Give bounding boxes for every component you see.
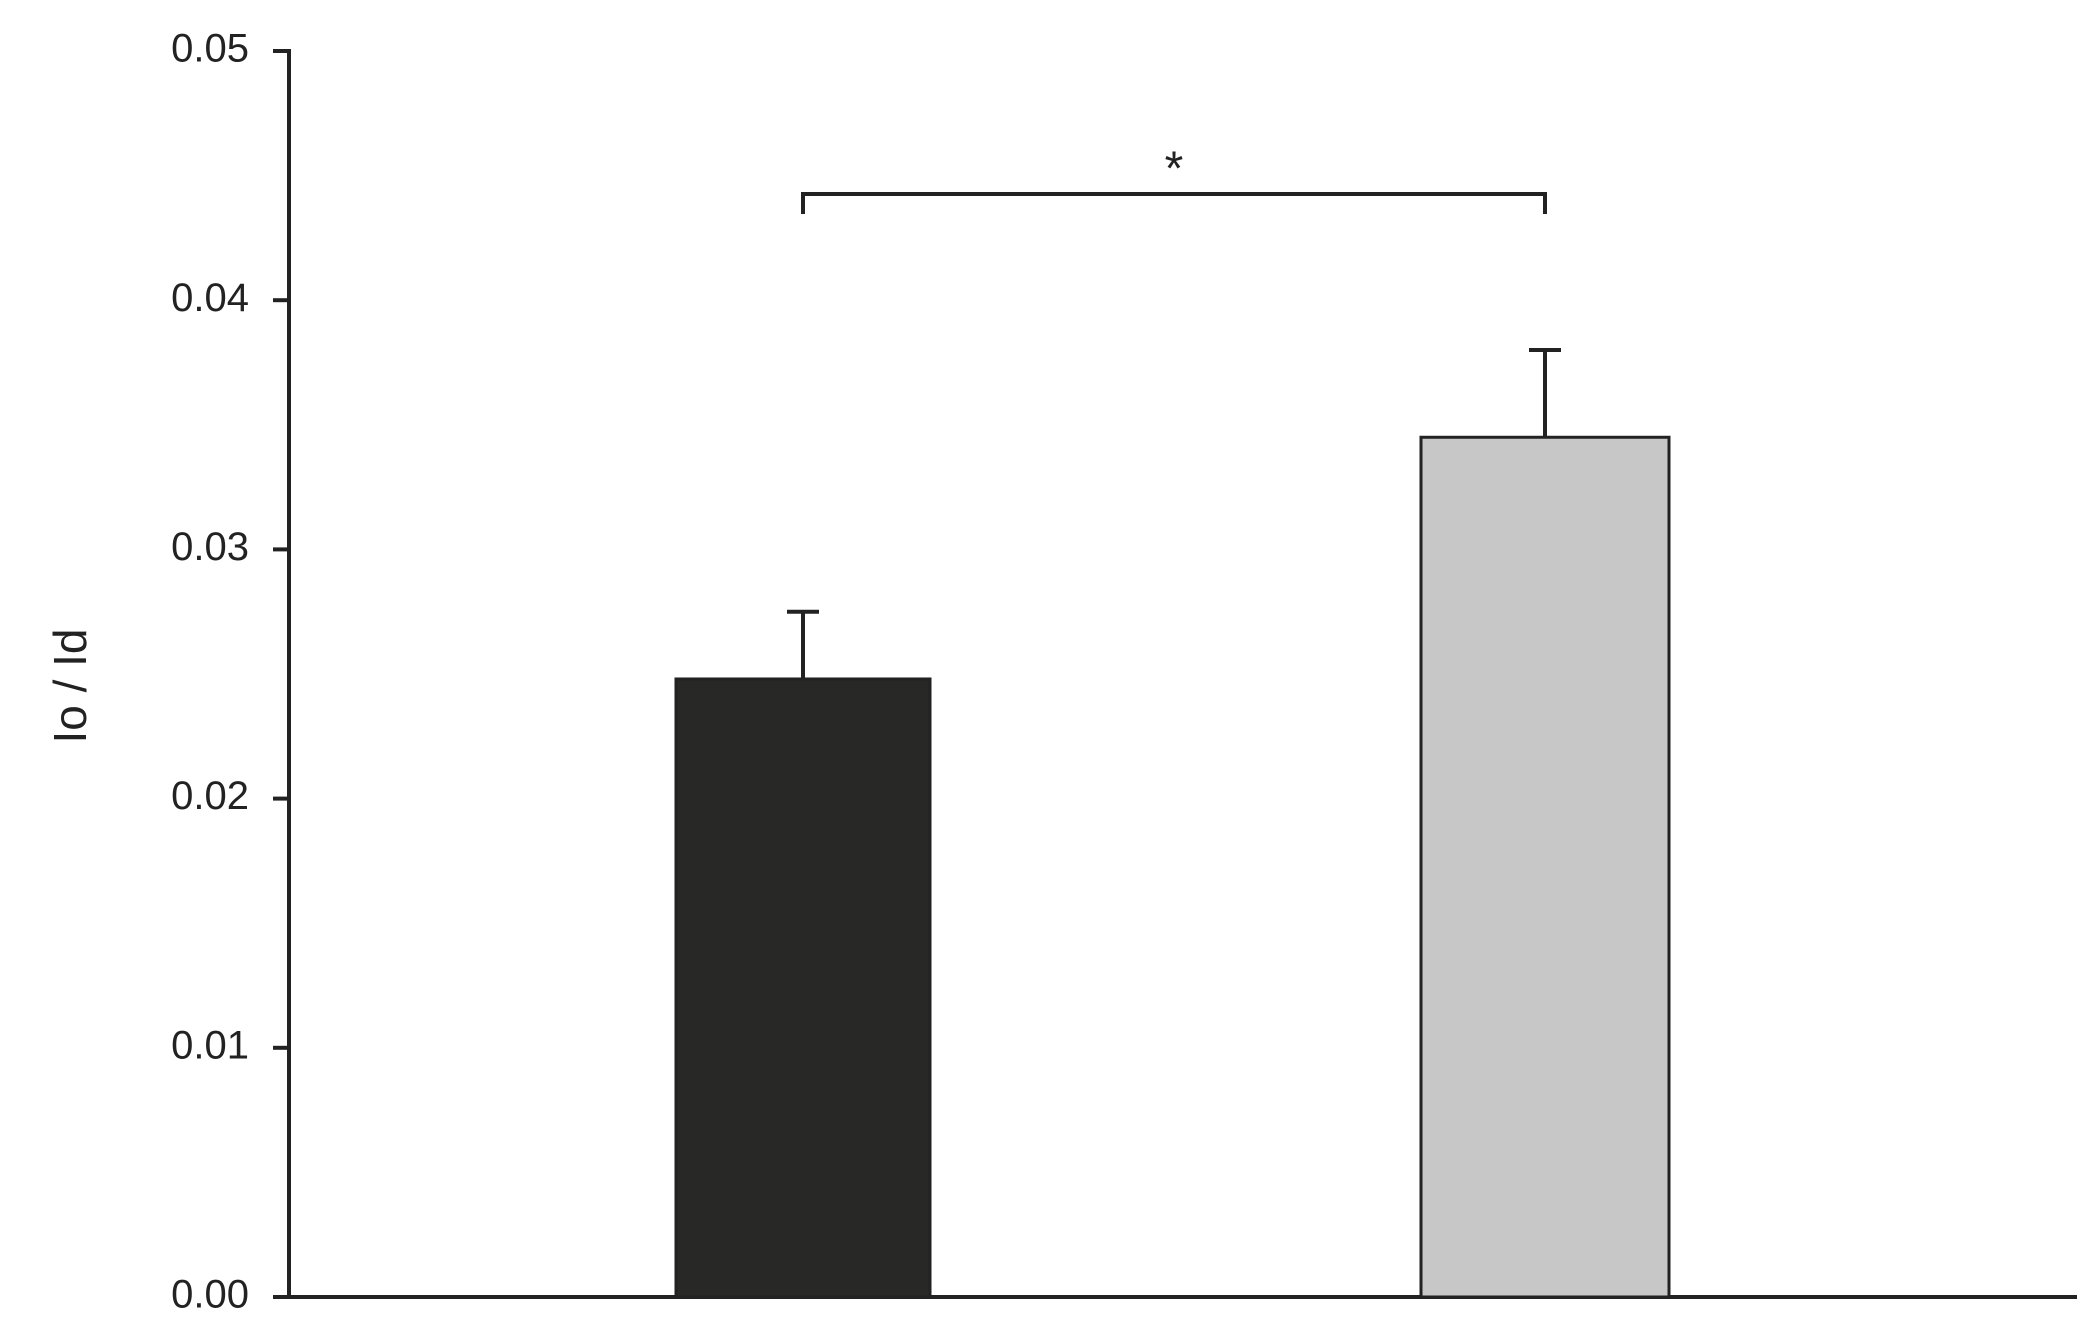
y-tick-label: 0.04 xyxy=(171,276,249,320)
significance-annotation: * xyxy=(1165,143,1184,196)
bar xyxy=(674,677,932,1299)
y-tick-label: 0.02 xyxy=(171,774,249,818)
significance-bracket xyxy=(801,192,1547,214)
y-tick-label: 0.05 xyxy=(171,27,249,71)
y-tick-label: 0.03 xyxy=(171,525,249,569)
bar xyxy=(1419,435,1671,1299)
y-tick-label: 0.00 xyxy=(171,1273,249,1317)
y-tick-label: 0.01 xyxy=(171,1023,249,1067)
y-axis-label: Io / Id xyxy=(44,628,96,743)
